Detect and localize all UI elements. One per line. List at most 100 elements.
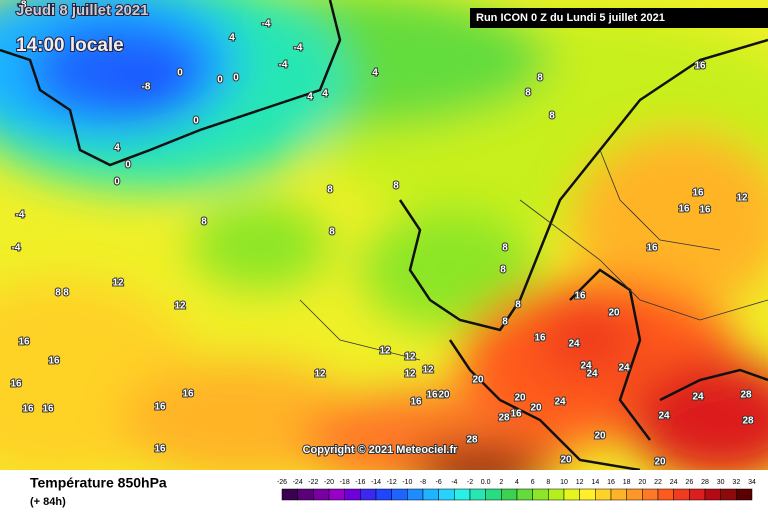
scale-tick-label: -2 bbox=[467, 479, 473, 486]
color-swatch bbox=[579, 488, 596, 501]
color-swatch bbox=[736, 488, 753, 501]
color-swatch bbox=[297, 488, 314, 501]
contour-label: 20 bbox=[608, 308, 620, 319]
color-swatch bbox=[485, 488, 502, 501]
color-swatch bbox=[610, 488, 627, 501]
color-swatch bbox=[469, 488, 486, 501]
contour-label: 16 bbox=[646, 243, 658, 254]
scale-tick-label: -24 bbox=[293, 479, 303, 486]
color-swatch bbox=[375, 488, 392, 501]
color-swatch bbox=[657, 488, 674, 501]
color-swatch bbox=[454, 488, 471, 501]
scale-tick-label: 0.0 bbox=[481, 479, 491, 486]
scale-tick-label: 10 bbox=[560, 479, 568, 486]
contour-label: 16 bbox=[510, 409, 522, 420]
color-swatch bbox=[689, 488, 706, 501]
contour-label: 24 bbox=[554, 397, 566, 408]
local-time: 14:00 locale bbox=[16, 35, 124, 56]
scale-tick-label: -12 bbox=[387, 479, 397, 486]
contour-label: 16 bbox=[22, 404, 34, 415]
scale-tick-label: 6 bbox=[531, 479, 535, 486]
contour-label: 8 bbox=[393, 181, 399, 192]
contour-label: -4 bbox=[279, 60, 288, 71]
contour-label: 20 bbox=[514, 393, 526, 404]
contour-label: 16 bbox=[154, 402, 166, 413]
color-swatch bbox=[720, 488, 737, 501]
scale-tick-label: 26 bbox=[685, 479, 693, 486]
color-swatch bbox=[344, 488, 361, 501]
color-swatch bbox=[391, 488, 408, 501]
contour-label: 16 bbox=[694, 61, 706, 72]
contour-label: 16 bbox=[534, 333, 546, 344]
color-swatch bbox=[313, 488, 330, 501]
color-swatch bbox=[407, 488, 424, 501]
field-title: Température 850hPa bbox=[30, 475, 167, 491]
contour-label: 12 bbox=[422, 365, 434, 376]
scale-tick-label: -20 bbox=[324, 479, 334, 486]
contour-label: 24 bbox=[580, 361, 592, 372]
contour-label: -4 bbox=[262, 19, 271, 30]
contour-label: 12 bbox=[314, 369, 326, 380]
contour-label: 8 bbox=[500, 265, 506, 276]
scale-tick-label: -6 bbox=[436, 479, 442, 486]
contour-label: -4 bbox=[294, 43, 303, 54]
contour-label: 12 bbox=[404, 352, 416, 363]
scale-tick-label: -26 bbox=[277, 479, 287, 486]
scale-tick-label: 12 bbox=[576, 479, 584, 486]
contour-label: 8 bbox=[502, 317, 508, 328]
scale-tick-label: -10 bbox=[402, 479, 412, 486]
contour-label: 8 bbox=[329, 227, 335, 238]
contour-label: 16 bbox=[48, 356, 60, 367]
contour-label: 12 bbox=[736, 193, 748, 204]
contour-label: 28 bbox=[466, 435, 478, 446]
coastlines bbox=[0, 0, 768, 470]
contour-label: 20 bbox=[560, 455, 572, 466]
contour-label: 20 bbox=[654, 457, 666, 468]
scale-tick-label: -18 bbox=[340, 479, 350, 486]
scale-tick-label: -16 bbox=[355, 479, 365, 486]
scale-tick-label: 22 bbox=[654, 479, 662, 486]
contour-label: 16 bbox=[10, 379, 22, 390]
scale-tick-label: 30 bbox=[717, 479, 725, 486]
lead-time: (+ 84h) bbox=[30, 496, 66, 508]
color-swatch bbox=[548, 488, 565, 501]
scale-tick-label: 18 bbox=[623, 479, 631, 486]
scale-tick-label: 28 bbox=[701, 479, 709, 486]
contour-label: 24 bbox=[586, 369, 598, 380]
contour-label: 4 bbox=[372, 68, 378, 79]
scale-tick-label: -4 bbox=[451, 479, 457, 486]
contour-label: 8 bbox=[63, 288, 69, 299]
color-swatch bbox=[626, 488, 643, 501]
contour-label: 12 bbox=[112, 278, 124, 289]
color-swatch bbox=[642, 488, 659, 501]
scale-tick-label: 34 bbox=[748, 479, 756, 486]
contour-label: 0 bbox=[217, 75, 223, 86]
scale-tick-label: 2 bbox=[499, 479, 503, 486]
scale-tick-label: -8 bbox=[420, 479, 426, 486]
contour-label: 8 bbox=[327, 185, 333, 196]
contour-label: 20 bbox=[594, 431, 606, 442]
contour-label: 16 bbox=[699, 205, 711, 216]
scale-tick-label: 14 bbox=[591, 479, 599, 486]
contour-label: 8 bbox=[537, 73, 543, 84]
scale-tick-label: 24 bbox=[670, 479, 678, 486]
contour-label: 12 bbox=[404, 369, 416, 380]
color-swatch bbox=[328, 488, 345, 501]
contour-label: 12 bbox=[174, 301, 186, 312]
contour-label: 24 bbox=[692, 392, 704, 403]
contour-label: 16 bbox=[18, 337, 30, 348]
contour-label: 4 bbox=[307, 92, 313, 103]
contour-label: 16 bbox=[692, 188, 704, 199]
contour-label: 16 bbox=[574, 291, 586, 302]
color-swatch bbox=[281, 488, 298, 501]
contour-label: 8 bbox=[201, 217, 207, 228]
contour-label: 16 bbox=[182, 389, 194, 400]
contour-label: 28 bbox=[740, 390, 752, 401]
contour-label: 20 bbox=[472, 375, 484, 386]
contour-label: 8 bbox=[525, 88, 531, 99]
color-scale: -26 -24 -22 -20 -18 -16 -14 -12 -10 -8 -6 -4 -2 0.0 2 4… bbox=[277, 479, 756, 501]
contour-label: 12 bbox=[379, 346, 391, 357]
contour-label: 24 bbox=[618, 363, 630, 374]
